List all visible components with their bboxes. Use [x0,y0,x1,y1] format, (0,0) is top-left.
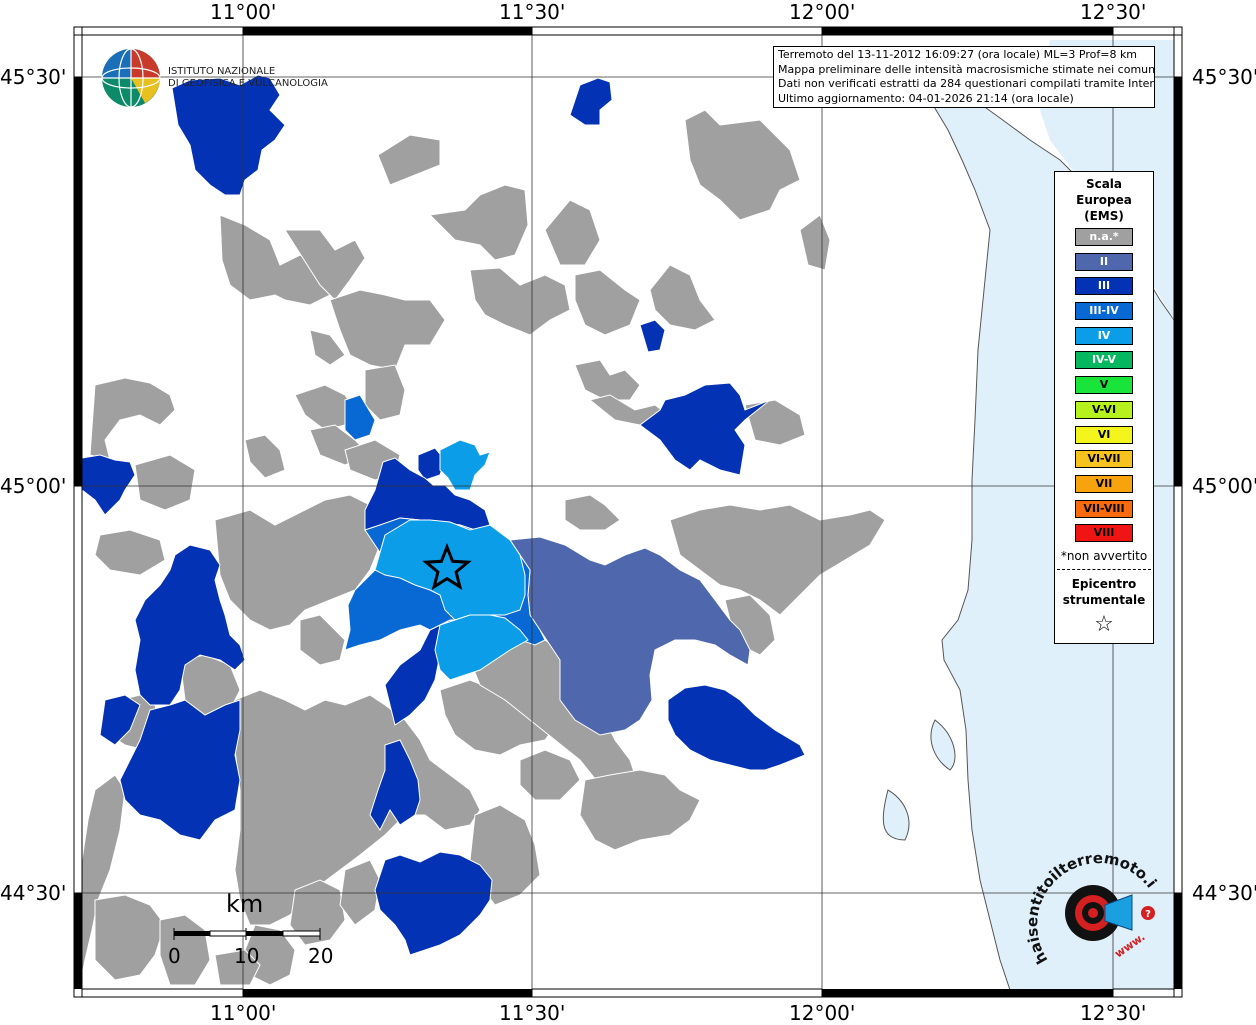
legend-item-8: VI [1075,425,1133,444]
scale-bar-tick-0: 0 [168,944,181,968]
scale-bar-unit: km [226,890,264,918]
legend-title-line3: (EMS) [1084,209,1124,223]
legend-title: Scala Europea (EMS) [1055,176,1153,224]
epicenter-star-marker [422,542,472,591]
legend-epicenter-line2: strumentale [1062,592,1146,607]
lon-label-bottom-1230: 12°30' [1080,1001,1147,1025]
lat-label-left-4430: 44°30' [0,881,67,905]
ingv-logo-globe-icon [101,48,161,108]
legend-item-7: V-VI [1075,400,1133,419]
scale-bar-tick-20: 20 [308,944,334,968]
legend-item-0: n.a.* [1075,228,1133,246]
info-line-1: Terremoto del 13-11-2012 16:09:27 (ora l… [778,48,1138,61]
lat-label-right-4430: 44°30' [1192,881,1256,905]
legend-epicenter-line1: Epicentro [1071,576,1137,591]
info-line-2: Mappa preliminare delle intensità macros… [778,62,1155,76]
municipalities-intensity-ii [509,536,751,736]
legend-note: *non avvertito [1060,548,1148,563]
legend-item-4: IV [1075,326,1133,345]
legend-item-10: VII [1075,474,1133,493]
ingv-logo-text: ISTITUTO NAZIONALE DI GEOFISICA E VULCAN… [168,66,328,90]
scale-bar [173,928,321,940]
legend-epicenter-star-icon: ☆ [1094,611,1114,637]
map-frame [73,26,1183,998]
lat-label-right-4530: 45°30' [1192,65,1256,89]
ingv-logo-line2: DI GEOFISICA E VULCANOLOGIA [168,78,328,89]
legend-item-12: VIII [1075,524,1133,543]
lon-label-top-1100: 11°00' [210,0,277,24]
svg-text:?: ? [1145,909,1151,920]
lat-label-left-4530: 45°30' [0,65,67,89]
legend-item-9: VI-VII [1075,450,1133,469]
legend-item-3: III-IV [1075,302,1133,321]
info-line-4: Ultimo aggiornamento: 04-01-2026 21:14 (… [778,91,1074,105]
lat-label-right-4500: 45°00' [1192,474,1256,498]
lon-label-top-1200: 12°00' [789,0,856,24]
lon-label-bottom-1100: 11°00' [210,1001,277,1025]
legend-title-line2: Europea [1076,193,1132,207]
earthquake-info-box: Terremoto del 13-11-2012 16:09:27 (ora l… [773,46,1155,108]
lat-label-left-4500: 45°00' [0,474,67,498]
lon-label-top-1230: 12°30' [1080,0,1147,24]
legend-item-11: VII-VIII [1075,499,1133,518]
legend-item-1: II [1075,252,1133,271]
scale-bar-tick-10: 10 [234,944,260,968]
legend-item-2: III [1075,277,1133,296]
lon-label-top-1130: 11°30' [499,0,566,24]
legend-epicenter-label: Epicentro strumentale [1055,576,1153,608]
legend-separator [1057,568,1151,570]
legend-item-6: V [1075,376,1133,395]
ingv-logo-line1: ISTITUTO NAZIONALE [168,66,276,77]
legend-item-5: IV-V [1075,351,1133,370]
legend-items: n.a.* II III III-IV IV IV-V V V-VI VI VI-VII VII VI… [1055,228,1153,543]
lon-label-bottom-1130: 11°30' [499,1001,566,1025]
info-line-3: Dati non verificati estratti da 284 ques… [778,77,1155,90]
legend-title-line1: Scala [1085,177,1123,191]
ems-legend: Scala Europea (EMS) n.a.* II III III-IV IV IV… [1054,171,1154,644]
municipalities-intensity-iv [374,439,529,681]
lon-label-bottom-1200: 12°00' [789,1001,856,1025]
municipalities-not-felt [74,109,886,992]
